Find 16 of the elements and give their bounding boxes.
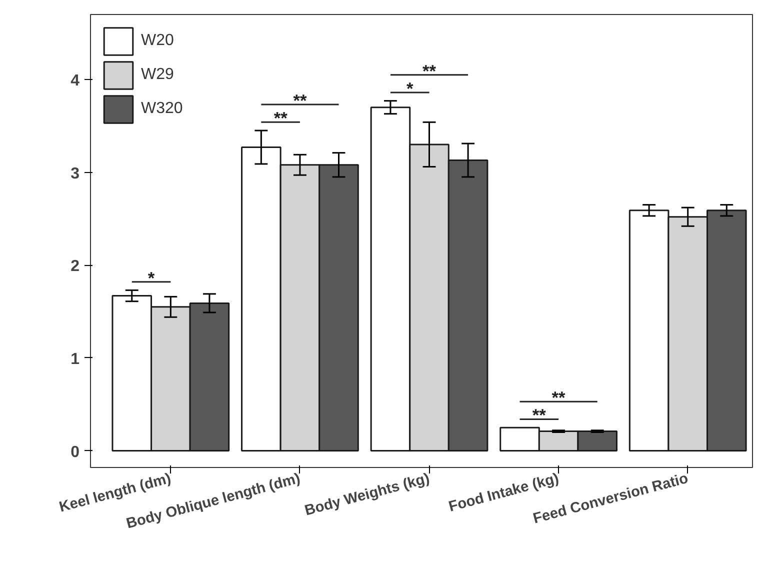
legend-label: W320 (141, 100, 183, 118)
annotation: ** (532, 405, 546, 426)
annotation: ** (552, 388, 566, 408)
legend-label: W20 (141, 32, 174, 50)
annotation: ** (422, 60, 436, 81)
annotation: ** (274, 108, 288, 128)
legend-label: W29 (141, 66, 174, 84)
x-tick-label: Body Weights (kg) (303, 470, 432, 520)
y-tick-label: 4 (70, 72, 80, 90)
annotation: * (406, 78, 414, 98)
y-tick-label: 2 (70, 258, 80, 276)
y-tick-label: 3 (70, 165, 80, 182)
y-tick-label: 0 (70, 444, 80, 461)
annotation: ** (293, 90, 307, 111)
y-tick-label: 1 (70, 350, 80, 368)
annotation: * (148, 268, 155, 288)
